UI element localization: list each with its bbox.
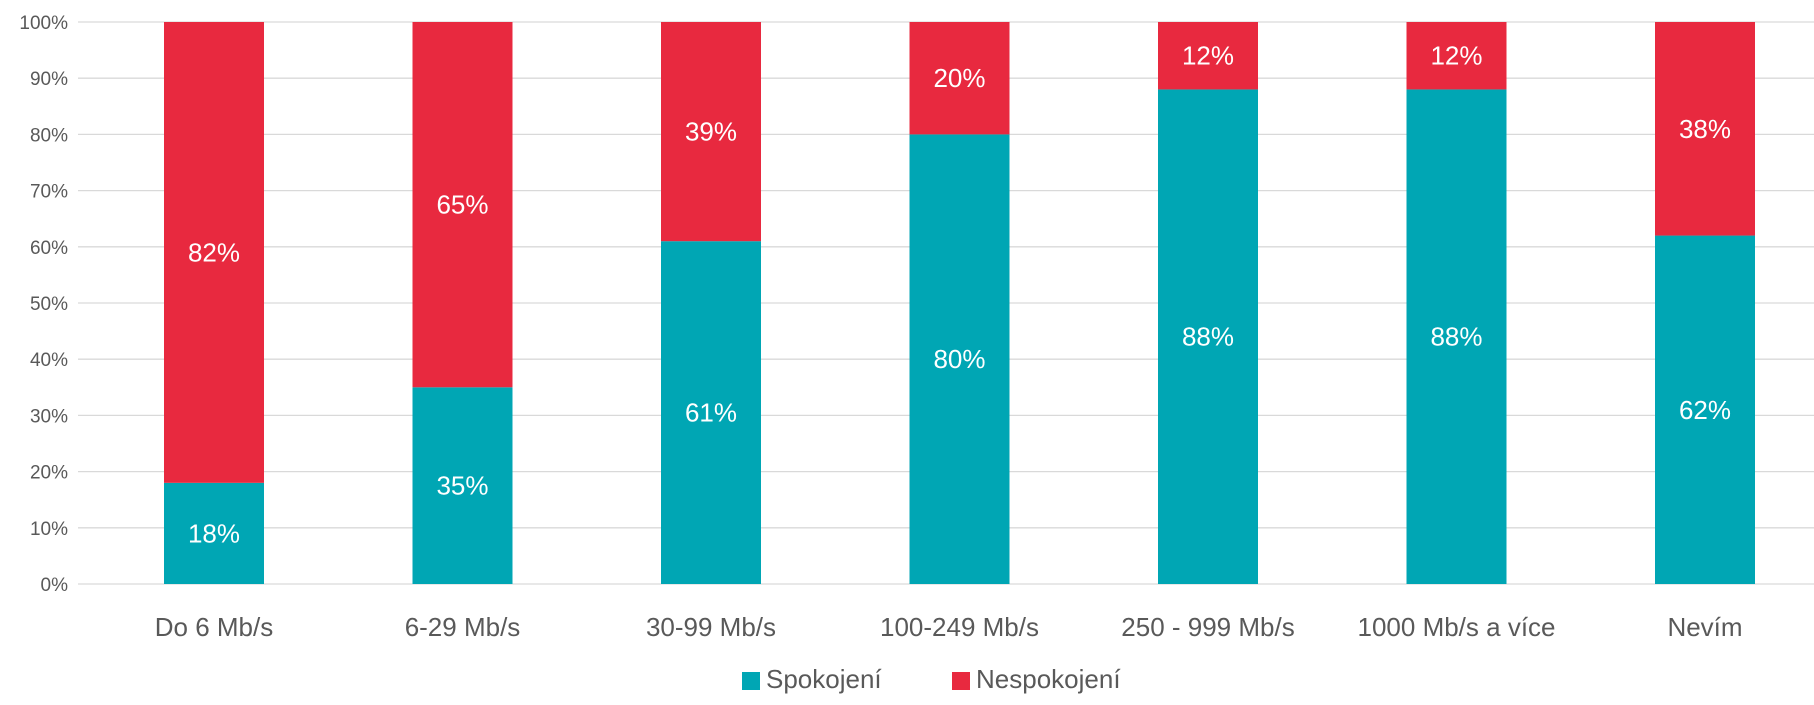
y-tick-label: 40%: [30, 350, 68, 371]
data-labels: 18% 82% 35% 65% 61% 39% 80% 20% 88% 12% 88% 12% 62% 3…: [188, 41, 1731, 549]
bar-segment: [1158, 22, 1258, 90]
legend-swatch: [742, 672, 760, 690]
bar-segment: [909, 22, 1010, 135]
data-label: 12%: [1182, 41, 1234, 71]
x-tick-label: 1000 Mb/s a více: [1358, 612, 1556, 642]
legend: Spokojení Nespokojení: [742, 664, 1121, 694]
y-tick-label: 100%: [19, 13, 68, 34]
data-label: 12%: [1430, 41, 1482, 71]
bar-segment: [1655, 235, 1755, 584]
data-label: 80%: [933, 344, 985, 374]
bar-segment: [661, 22, 761, 242]
bar-segment: [1406, 89, 1507, 584]
data-label: 20%: [933, 63, 985, 93]
bars: [164, 22, 1755, 584]
data-label: 82%: [188, 237, 240, 267]
y-tick-label: 70%: [30, 182, 68, 203]
y-tick-label: 30%: [30, 406, 68, 427]
data-label: 39%: [685, 117, 737, 147]
data-label: 18%: [188, 518, 240, 548]
y-tick-label: 80%: [30, 125, 68, 146]
data-label: 65%: [436, 190, 488, 220]
x-tick-label: 6-29 Mb/s: [405, 612, 521, 642]
bar-segment: [661, 241, 761, 584]
x-axis-tick-labels: Do 6 Mb/s 6-29 Mb/s 30-99 Mb/s 100-249 Mb/s…: [155, 612, 1743, 642]
y-tick-label: 60%: [30, 238, 68, 259]
x-tick-label: 30-99 Mb/s: [646, 612, 776, 642]
bar-segment: [412, 387, 513, 584]
legend-label: Spokojení: [766, 664, 882, 694]
x-tick-label: Do 6 Mb/s: [155, 612, 274, 642]
x-tick-label: 100-249 Mb/s: [880, 612, 1039, 642]
bar-segment: [909, 134, 1010, 584]
y-axis-tick-labels: 0% 10% 20% 30% 40% 50% 60% 70% 80% 90% 100%: [19, 13, 68, 596]
data-label: 61%: [685, 398, 737, 428]
data-label: 88%: [1430, 322, 1482, 352]
x-tick-label: 250 - 999 Mb/s: [1121, 612, 1294, 642]
bar-segment: [1158, 89, 1258, 584]
data-label: 62%: [1679, 395, 1731, 425]
bar-segment: [164, 482, 264, 584]
y-tick-label: 90%: [30, 69, 68, 90]
bar-segment: [412, 22, 513, 388]
y-tick-label: 20%: [30, 463, 68, 484]
bar-segment: [1406, 22, 1507, 90]
y-tick-label: 50%: [30, 294, 68, 315]
y-tick-label: 0%: [41, 575, 69, 596]
bar-segment: [1655, 22, 1755, 236]
data-label: 35%: [436, 471, 488, 501]
y-tick-label: 10%: [30, 519, 68, 540]
data-label: 38%: [1679, 114, 1731, 144]
data-label: 88%: [1182, 322, 1234, 352]
legend-label: Nespokojení: [976, 664, 1121, 694]
bar-segment: [164, 22, 264, 483]
x-tick-label: Nevím: [1667, 612, 1742, 642]
legend-swatch: [952, 672, 970, 690]
